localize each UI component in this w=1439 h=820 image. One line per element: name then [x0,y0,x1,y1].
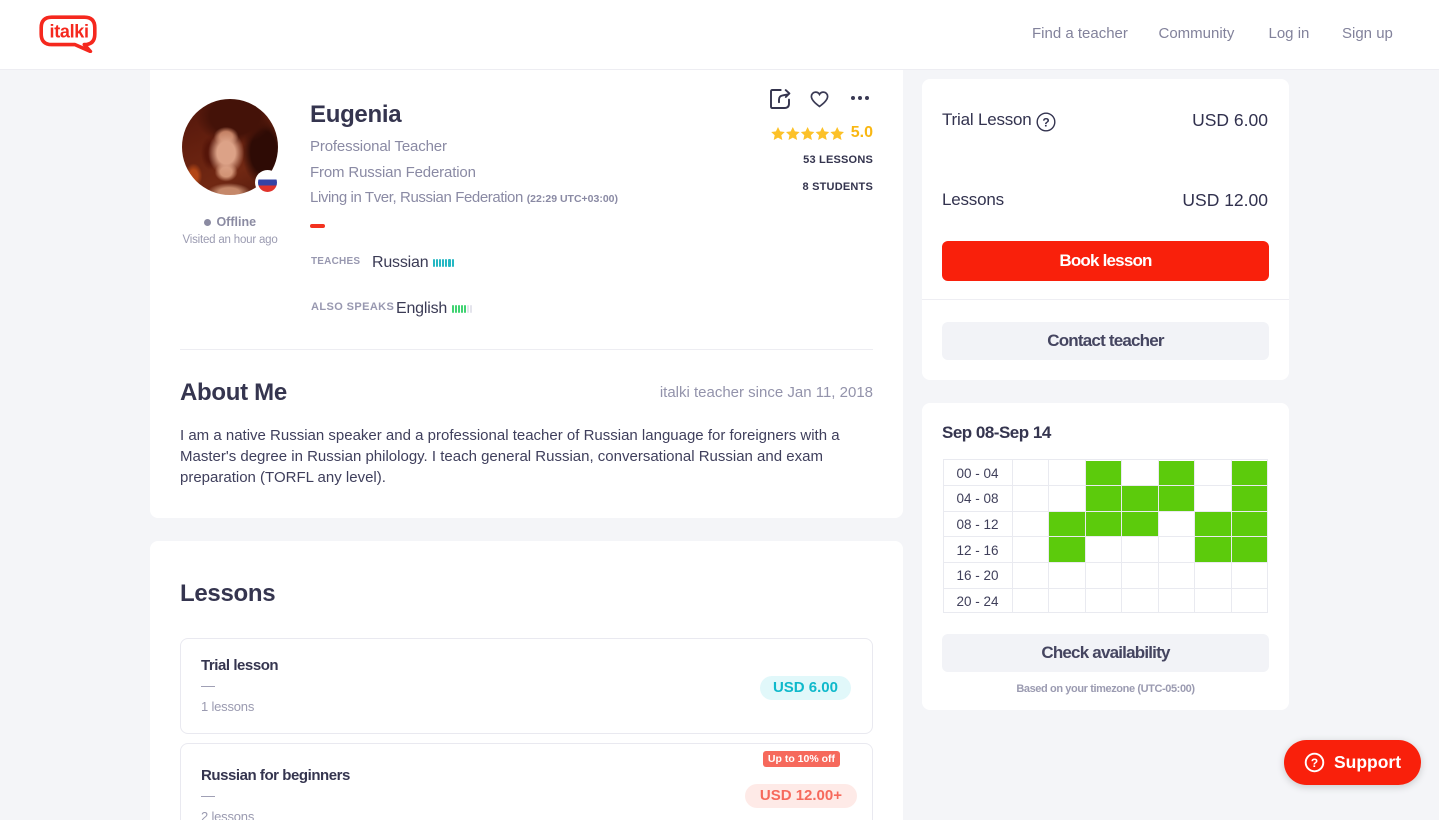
svg-text:?: ? [1311,756,1318,770]
svg-text:italki: italki [50,22,89,42]
svg-text:?: ? [1042,115,1049,129]
